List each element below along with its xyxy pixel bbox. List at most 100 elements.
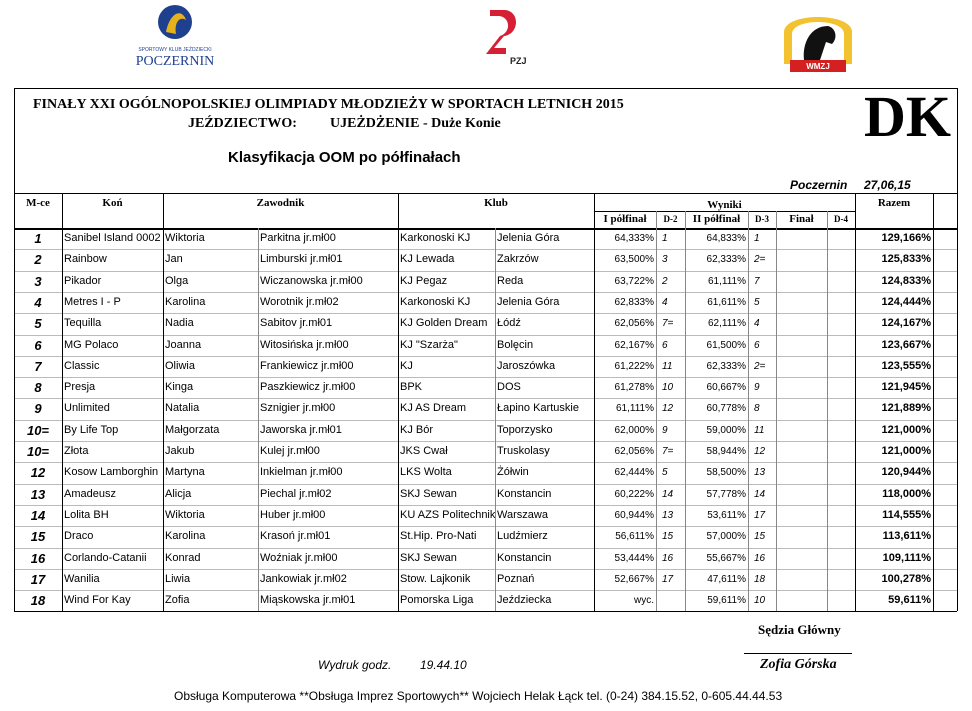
row-rule	[14, 526, 957, 528]
city: Bolęcin	[497, 338, 534, 351]
place: 13	[30, 486, 46, 502]
rank-3: 18	[754, 573, 766, 585]
first-name: Liwia	[165, 572, 191, 585]
subtitle: Klasyfikacja OOM po półfinałach	[228, 149, 461, 166]
row-rule	[14, 249, 957, 251]
score-2: 60,667%	[706, 382, 746, 394]
place: 10=	[26, 422, 50, 438]
club: Karkonoski KJ	[400, 232, 471, 244]
surname: Miąskowska jr.mł01	[260, 594, 356, 607]
surname: Parkitna jr.mł00	[260, 232, 336, 244]
horse: Wind For Kay	[64, 594, 131, 607]
header-cell: Koń	[102, 197, 123, 209]
horse: Metres I - P	[64, 295, 121, 308]
rank-3: 10	[754, 595, 766, 607]
col-rule	[163, 193, 164, 612]
club: SKJ Sewan	[400, 551, 457, 564]
city: Reda	[497, 274, 524, 287]
surname: Sabitov jr.mł01	[260, 317, 333, 330]
score-2: 57,000%	[706, 531, 746, 543]
score-1: 53,444%	[614, 552, 654, 564]
judge-title: Sędzia Główny	[758, 622, 841, 637]
col-rule	[398, 193, 399, 612]
place: 18	[30, 593, 46, 609]
surname: Paszkiewicz jr.mł00	[260, 381, 356, 394]
rank-2: 6	[662, 339, 668, 351]
col-rule	[495, 228, 496, 612]
col-rule	[685, 211, 686, 612]
score-2: 58,500%	[706, 467, 746, 479]
credits: Obsługa Komputerowa **Obsługa Imprez Spo…	[174, 689, 783, 703]
rank-2: 1	[662, 233, 668, 244]
frame	[14, 88, 15, 612]
place: 1	[34, 231, 42, 246]
score-1: 62,000%	[614, 424, 654, 436]
score-2: 62,333%	[706, 360, 746, 372]
place: 12	[30, 465, 46, 481]
place: 10=	[26, 444, 50, 459]
header-cell: Wyniki	[707, 199, 742, 211]
total: 100,278%	[881, 572, 931, 585]
total: 59,611%	[888, 594, 931, 607]
rank-3: 5	[754, 296, 760, 308]
place: Poczernin	[790, 178, 848, 192]
horse: Amadeusz	[64, 487, 116, 500]
score-2: 61,611%	[707, 296, 746, 308]
row-rule	[14, 504, 957, 506]
rule	[14, 193, 957, 194]
rank-2: 7=	[662, 318, 674, 330]
horse: Unlimited	[64, 402, 110, 415]
score-2: 64,833%	[706, 233, 746, 244]
score-2: 60,778%	[706, 403, 746, 415]
row-rule	[14, 377, 957, 379]
rank-3: 1	[754, 233, 760, 244]
place: 3	[34, 273, 42, 289]
horse: Presja	[64, 381, 96, 394]
horse: Złota	[64, 445, 89, 457]
club: Karkonoski KJ	[400, 295, 471, 308]
surname: Piechal jr.mł02	[260, 487, 332, 500]
rank-2: 7=	[662, 446, 674, 457]
city: Ludźmierz	[497, 530, 548, 543]
rank-3: 17	[754, 509, 766, 521]
horse: Wanilia	[64, 572, 100, 585]
print-time: 19.44.10	[420, 658, 467, 672]
subheader-cell: I półfinał	[603, 213, 647, 225]
city: DOS	[497, 381, 521, 394]
rank-2: 13	[662, 509, 674, 521]
row-rule	[14, 313, 957, 315]
federation-logo: PZJ	[486, 10, 527, 66]
score-1: 64,333%	[614, 233, 654, 244]
total: 129,166%	[881, 232, 931, 244]
col-rule	[258, 228, 259, 612]
code: DK	[864, 84, 951, 149]
horse: Draco	[64, 530, 94, 543]
place: 5	[34, 316, 42, 332]
rank-2: 11	[662, 360, 673, 372]
total: 124,444%	[881, 295, 931, 308]
horse: Rainbow	[64, 253, 107, 266]
row-rule	[14, 270, 957, 272]
city: Zakrzów	[497, 253, 539, 266]
first-name: Konrad	[165, 551, 201, 564]
city: Jaroszówka	[497, 359, 556, 372]
score-1: 62,056%	[614, 318, 654, 330]
subheader-cell: Finał	[789, 213, 814, 225]
surname: Jaworska jr.mł01	[260, 423, 342, 436]
first-name: Martyna	[165, 466, 205, 479]
score-2: 62,333%	[706, 254, 746, 266]
header-cell: Zawodnik	[256, 197, 305, 209]
score-1: 60,222%	[614, 488, 654, 500]
surname: Kulej jr.mł00	[260, 445, 320, 457]
first-name: Jan	[165, 253, 183, 266]
header-cell: Razem	[877, 197, 911, 209]
horse: Classic	[64, 359, 100, 372]
horse: Pikador	[64, 274, 102, 287]
total: 121,000%	[881, 423, 931, 436]
rank-2: 10	[662, 382, 674, 394]
club-logo: SPORTOWY KLUB JEŹDZIECKI POCZERNIN	[136, 5, 214, 69]
rank-3: 15	[754, 531, 766, 543]
city: Warszawa	[497, 508, 548, 521]
score-1: 62,833%	[614, 296, 654, 308]
subheader-cell: D-4	[834, 214, 848, 224]
